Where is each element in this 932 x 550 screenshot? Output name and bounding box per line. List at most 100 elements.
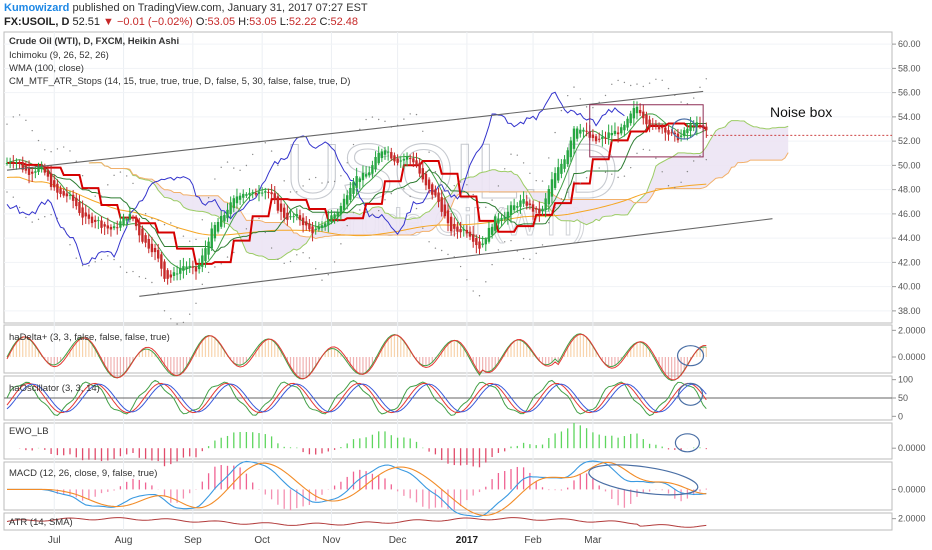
- atr-line: [6, 517, 707, 528]
- stop-dot: [579, 98, 581, 100]
- stop-dot: [138, 201, 140, 203]
- candle-body: [427, 179, 431, 189]
- candle-body: [166, 270, 169, 279]
- stop-dot: [119, 171, 122, 173]
- candle-body: [188, 265, 191, 268]
- candle-body: [424, 173, 428, 186]
- candle-body: [31, 171, 34, 174]
- candle-body: [314, 228, 317, 230]
- candle-body: [355, 176, 358, 188]
- candle-body: [541, 209, 544, 212]
- candle-body: [238, 195, 242, 200]
- stop-dot: [403, 188, 405, 190]
- candle-body: [15, 162, 18, 164]
- candle-body: [295, 214, 298, 217]
- stop-dot: [69, 150, 71, 152]
- candle-body: [494, 216, 497, 231]
- candle-body: [169, 274, 172, 278]
- stop-dot: [705, 158, 707, 161]
- x-tick-label: Aug: [115, 535, 133, 546]
- stop-dot: [252, 219, 254, 221]
- stop-dot: [214, 266, 216, 268]
- candle-body: [90, 216, 94, 224]
- stop-dot: [378, 209, 380, 212]
- candle-body: [626, 118, 629, 128]
- candle-body: [336, 212, 339, 217]
- stop-dot: [655, 78, 657, 81]
- ichimoku-legend: Ichimoku (9, 26, 52, 26): [9, 50, 109, 61]
- candle-body: [12, 162, 15, 164]
- stop-dot: [365, 211, 367, 213]
- stop-dot: [667, 87, 670, 90]
- candle-body: [87, 214, 91, 219]
- stop-dot: [403, 118, 405, 120]
- candle-body: [276, 196, 280, 211]
- candle-body: [386, 151, 390, 153]
- candle-body: [245, 194, 248, 196]
- stop-dot: [371, 116, 374, 118]
- stop-dot: [680, 101, 682, 103]
- candle-body: [201, 255, 204, 267]
- stop-dot: [491, 199, 493, 201]
- y-tick-label: 50: [898, 393, 908, 403]
- candle-body: [346, 195, 349, 205]
- candle-body: [194, 266, 198, 272]
- price-change: −0.01 (−0.02%): [117, 16, 193, 28]
- candle-body: [481, 243, 484, 246]
- candle-body: [197, 264, 201, 270]
- candle-body: [333, 214, 336, 219]
- candle-body: [645, 114, 648, 125]
- publish-line: Kumowizard published on TradingView.com,…: [4, 2, 368, 14]
- candle-body: [223, 215, 226, 222]
- candle-body: [484, 239, 487, 245]
- stop-dot: [648, 149, 651, 151]
- x-tick-label: Feb: [524, 535, 542, 546]
- stop-dot: [472, 290, 474, 292]
- candle-body: [456, 226, 459, 232]
- stop-dot: [396, 187, 399, 190]
- candle-body: [122, 216, 125, 225]
- indicator-panels[interactable]: [4, 333, 892, 528]
- symbol-label[interactable]: FX:USOIL, D: [4, 16, 70, 28]
- stop-dot: [365, 118, 367, 121]
- stop-dot: [686, 170, 689, 173]
- stop-dot: [428, 241, 430, 243]
- candle-body: [283, 207, 286, 218]
- stop-dot: [630, 166, 632, 169]
- candle-body: [179, 267, 182, 274]
- author-link[interactable]: Kumowizard: [4, 2, 70, 14]
- candle-body: [607, 132, 610, 139]
- candle-body: [18, 162, 21, 164]
- y-tick-label: 0.0000: [898, 352, 926, 362]
- candle-body: [632, 108, 636, 119]
- candle-body: [163, 261, 166, 279]
- stop-dot: [163, 223, 166, 226]
- stop-dot: [598, 167, 600, 169]
- stop-dot: [510, 239, 512, 242]
- stop-dot: [44, 215, 46, 218]
- stop-dot: [94, 261, 96, 263]
- kijun-line: [6, 123, 707, 253]
- candle-body: [648, 119, 651, 128]
- candle-body: [553, 173, 557, 188]
- candle-body: [330, 215, 333, 223]
- stop-dot: [245, 228, 248, 230]
- candle-body: [449, 216, 453, 232]
- stop-dot: [245, 164, 248, 167]
- candle-body: [317, 226, 321, 230]
- price-panel[interactable]: [5, 78, 892, 325]
- candle-body: [487, 227, 491, 242]
- candle-body: [327, 219, 330, 226]
- stop-dot: [699, 86, 701, 89]
- candle-body: [364, 174, 368, 177]
- stop-dot: [497, 249, 500, 251]
- candle-body: [453, 224, 456, 229]
- chikou-line: [6, 91, 625, 265]
- candle-body: [459, 229, 462, 233]
- macd-ellipse: [588, 464, 699, 496]
- candle-body: [191, 266, 195, 268]
- stop-dot: [25, 119, 27, 122]
- stop-dot: [623, 175, 626, 177]
- stop-dot: [302, 185, 304, 187]
